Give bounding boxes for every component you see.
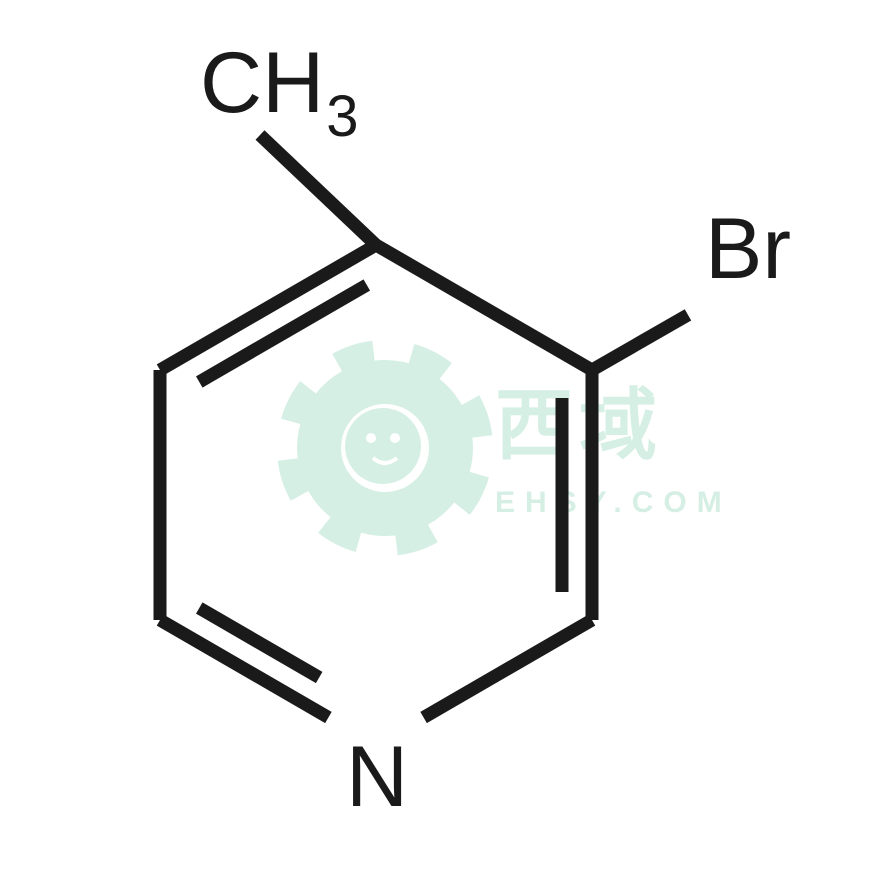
atom-label-br: Br	[705, 201, 791, 297]
atom-label-n: N	[346, 729, 408, 825]
watermark-lion-face	[345, 408, 421, 484]
watermark: 西域 EHSY.COM	[278, 341, 732, 556]
watermark-text-main: 西域	[495, 381, 663, 469]
atom-label-ch3-sub: 3	[326, 84, 358, 149]
bond	[376, 245, 592, 370]
bond	[424, 620, 592, 717]
substituent-bond	[260, 135, 376, 245]
chemical-structure-diagram: 西域 EHSY.COM CH3 Br N	[0, 0, 890, 890]
substituent-bond	[592, 315, 688, 370]
watermark-text-sub: EHSY.COM	[495, 486, 732, 519]
atom-label-ch3: CH	[200, 35, 324, 131]
bond-inner	[199, 608, 319, 677]
